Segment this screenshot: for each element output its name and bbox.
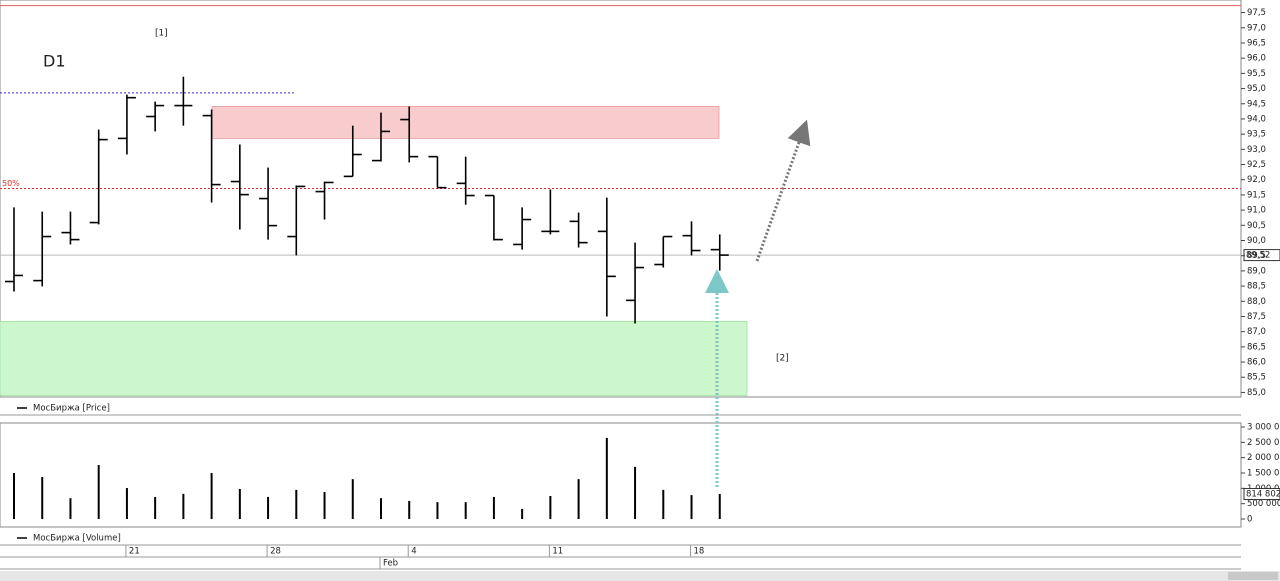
last-value-label: 89,52 — [1246, 251, 1270, 261]
y-tick-label: 3 000 000 — [1247, 422, 1280, 432]
y-tick-label: 0 — [1247, 515, 1252, 525]
y-tick-label: 96,5 — [1247, 38, 1266, 48]
scroll-thumb[interactable] — [1228, 572, 1278, 580]
y-tick-label: 91,5 — [1247, 190, 1266, 200]
y-tick-label: 94,0 — [1247, 114, 1266, 124]
y-tick-label: 91,0 — [1247, 206, 1266, 216]
y-tick-label: 89,0 — [1247, 266, 1266, 276]
y-tick-label: 89,5 — [1247, 251, 1266, 261]
zone — [211, 106, 720, 139]
x-tick-label: 18 — [694, 547, 705, 557]
scrollbar[interactable] — [0, 571, 1280, 581]
last-value-label: 814 802 — [1246, 490, 1280, 500]
y-tick-label: 1 500 000 — [1247, 469, 1280, 479]
x-tick-label: 4 — [411, 547, 416, 557]
y-tick-label: 95,0 — [1247, 84, 1266, 94]
annotation: [2] — [776, 354, 789, 364]
volume-pane — [0, 422, 1242, 528]
y-tick-label: 93,0 — [1247, 145, 1266, 155]
y-tick-label: 86,5 — [1247, 342, 1266, 352]
y-tick-label: 2 500 000 — [1247, 438, 1280, 448]
legend-label: МосБиржа [Price] — [33, 404, 110, 414]
x-tick-label: 11 — [552, 547, 563, 557]
zone — [0, 320, 748, 396]
y-tick-label: 96,0 — [1247, 54, 1266, 64]
x-tick-label: 21 — [129, 547, 140, 557]
y-tick-label: 500 000 — [1247, 499, 1280, 509]
annotation: [1] — [155, 29, 168, 39]
legend-label: МосБиржа [Volume] — [33, 534, 121, 544]
x-tick-label: 28 — [270, 547, 281, 557]
y-tick-label: 92,5 — [1247, 160, 1266, 170]
y-tick-label: 95,5 — [1247, 69, 1266, 79]
timeframe: D1 — [43, 52, 66, 71]
y-tick-label: 86,0 — [1247, 358, 1266, 368]
y-tick-label: 97,5 — [1247, 8, 1266, 18]
y-tick-label: 87,0 — [1247, 327, 1266, 337]
forecast-arrow — [755, 119, 811, 262]
y-tick-label: 94,5 — [1247, 99, 1266, 109]
y-tick-label: 88,0 — [1247, 297, 1266, 307]
level-label: 50% — [2, 179, 20, 188]
y-tick-label: 85,0 — [1247, 388, 1266, 398]
y-tick-label: 87,5 — [1247, 312, 1266, 322]
y-tick-label: 93,5 — [1247, 130, 1266, 140]
y-tick-label: 85,5 — [1247, 373, 1266, 383]
last-value-box — [1243, 488, 1280, 501]
y-tick-label: 92,0 — [1247, 175, 1266, 185]
y-tick-label: 90,5 — [1247, 221, 1266, 231]
month-label: Feb — [383, 559, 398, 569]
y-tick-label: 2 000 000 — [1247, 453, 1280, 463]
y-tick-label: 97,0 — [1247, 23, 1266, 33]
y-tick-label: 88,5 — [1247, 282, 1266, 292]
y-tick-label: 90,0 — [1247, 236, 1266, 246]
last-value-box — [1243, 249, 1280, 262]
